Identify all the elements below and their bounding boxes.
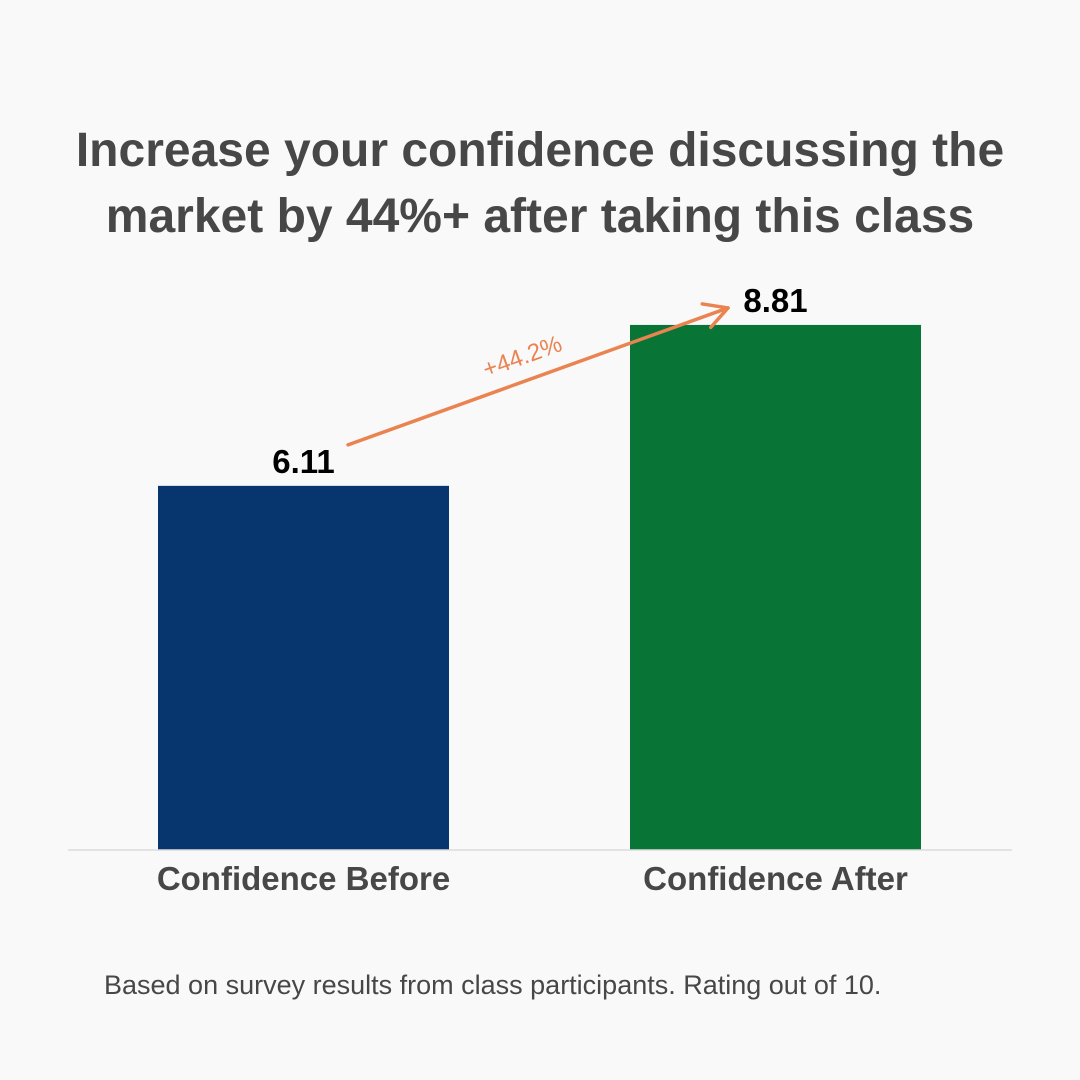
category-label-confidence-before: Confidence Before bbox=[157, 860, 450, 897]
bar-confidence-before bbox=[158, 485, 449, 850]
bars-layer bbox=[158, 324, 921, 850]
category-label-confidence-after: Confidence After bbox=[643, 860, 908, 897]
value-label-confidence-after: 8.81 bbox=[743, 282, 807, 319]
chart-title-line-1: Increase your confidence discussing the bbox=[75, 124, 1005, 177]
bar-confidence-after bbox=[630, 324, 921, 850]
footnote: Based on survey results from class parti… bbox=[104, 970, 882, 1000]
growth-annotation-label: +44.2% bbox=[479, 330, 565, 383]
chart-title: Increase your confidence discussing the … bbox=[40, 118, 1040, 250]
labels-layer: 6.11 Confidence Before 8.81 Confidence Afte… bbox=[157, 282, 908, 897]
value-label-confidence-before: 6.11 bbox=[272, 443, 334, 480]
chart-title-line-2: market by 44%+ after taking this class bbox=[105, 190, 975, 243]
growth-arrow-line bbox=[346, 306, 730, 447]
growth-arrow-head-icon bbox=[700, 302, 730, 330]
